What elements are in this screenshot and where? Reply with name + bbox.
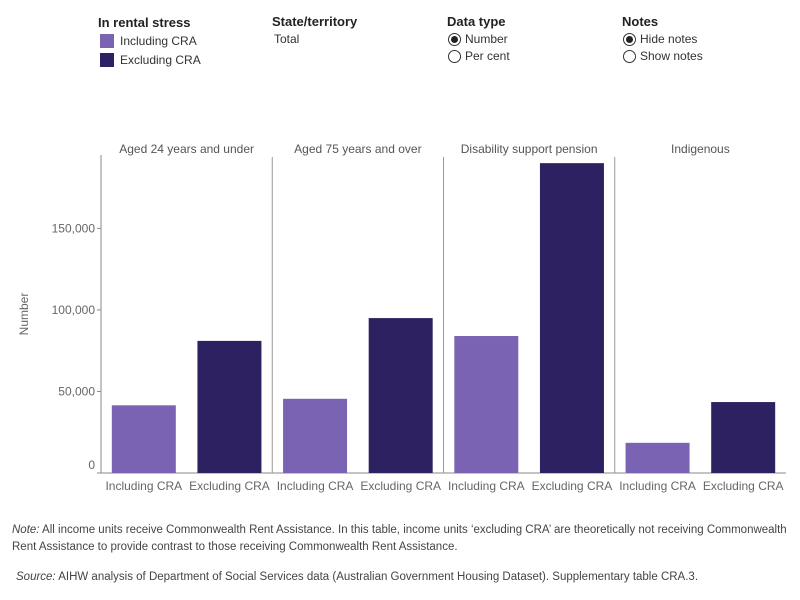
- radio-label: Hide notes: [640, 32, 698, 46]
- radio-unselected-icon: [623, 49, 636, 63]
- legend-item-including-cra[interactable]: Including CRA: [100, 34, 197, 48]
- chart-note: Note: All income units receive Commonwea…: [12, 522, 792, 556]
- x-tick-label: Including CRA: [448, 479, 525, 493]
- legend-swatch-including-cra: [100, 34, 114, 48]
- bar: [283, 398, 348, 473]
- y-tick-label: 100,000: [52, 303, 96, 317]
- notes-title: Notes: [622, 14, 659, 29]
- radio-hide-notes[interactable]: Hide notes: [623, 32, 697, 46]
- state-filter-title: State/territory: [272, 14, 358, 29]
- bar-chart: 0 50,000 100,000 150,000 Number Aged 24 years…: [17, 142, 786, 493]
- source-label: Source:: [16, 571, 56, 583]
- panel-title: Aged 75 years and over: [294, 142, 421, 156]
- bar: [625, 442, 690, 473]
- y-axis-label: Number: [17, 293, 31, 336]
- bar: [368, 318, 433, 473]
- y-tick-label: 0: [88, 458, 95, 472]
- radio-label: Per cent: [465, 49, 510, 63]
- radio-per-cent[interactable]: Per cent: [448, 49, 510, 63]
- x-tick-label: Including CRA: [105, 479, 182, 493]
- x-tick-label: Including CRA: [619, 479, 696, 493]
- legend-item-excluding-cra[interactable]: Excluding CRA: [100, 53, 201, 67]
- radio-show-notes[interactable]: Show notes: [623, 49, 703, 63]
- radio-label: Number: [465, 32, 508, 46]
- radio-selected-icon: [448, 32, 461, 46]
- x-tick-label: Including CRA: [277, 479, 354, 493]
- panel-title: Indigenous: [671, 142, 730, 156]
- panel-title: Disability support pension: [461, 142, 598, 156]
- x-tick-label: Excluding CRA: [703, 479, 784, 493]
- legend-swatch-excluding-cra: [100, 53, 114, 67]
- legend-label: Including CRA: [120, 34, 197, 48]
- panel-title: Aged 24 years and under: [119, 142, 254, 156]
- legend-label: Excluding CRA: [120, 53, 201, 67]
- y-tick-label: 150,000: [52, 221, 96, 235]
- bar: [711, 402, 776, 473]
- radio-selected-icon: [623, 32, 636, 46]
- data-type-title: Data type: [447, 14, 506, 29]
- radio-number[interactable]: Number: [448, 32, 508, 46]
- x-tick-label: Excluding CRA: [532, 479, 613, 493]
- bar: [454, 336, 519, 473]
- x-tick-label: Excluding CRA: [189, 479, 270, 493]
- source-text: AIHW analysis of Department of Social Se…: [55, 571, 699, 583]
- state-filter-value[interactable]: Total: [274, 32, 300, 46]
- radio-label: Show notes: [640, 49, 703, 63]
- bar: [111, 405, 176, 473]
- bar: [539, 163, 604, 473]
- legend-title: In rental stress: [98, 15, 191, 30]
- chart-source: Source: AIHW analysis of Department of S…: [16, 569, 796, 586]
- x-tick-label: Excluding CRA: [360, 479, 441, 493]
- radio-unselected-icon: [448, 49, 461, 63]
- note-label: Note:: [12, 524, 40, 536]
- bar: [197, 340, 262, 473]
- y-tick-label: 50,000: [58, 384, 95, 398]
- note-text: All income units receive Commonwealth Re…: [12, 524, 787, 553]
